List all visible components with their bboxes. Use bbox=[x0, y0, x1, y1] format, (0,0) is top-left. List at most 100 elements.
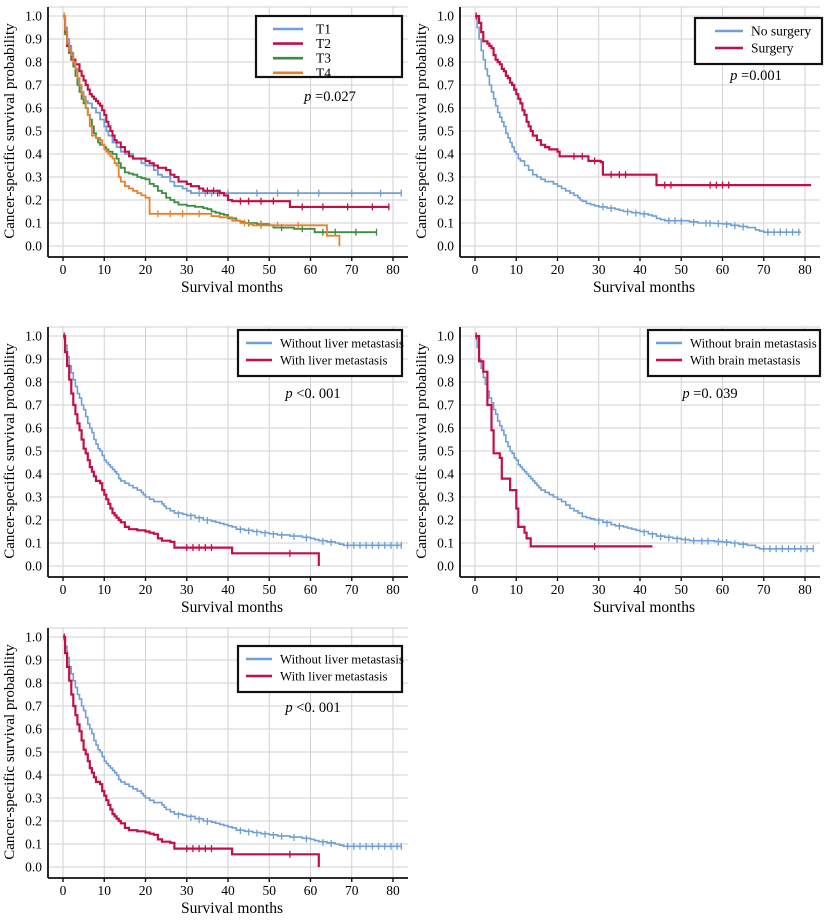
chart-brain-metastasis: 0 10 20 30 40 50 60 70 80 1.0 0.9 0.8 0.7 0.6 0.5 0.4 0.… bbox=[412, 300, 824, 620]
x-tick-label: 0 bbox=[60, 582, 67, 597]
legend-box bbox=[236, 328, 404, 378]
x-tick-label: 20 bbox=[551, 582, 565, 597]
empty-panel bbox=[412, 620, 824, 921]
x-tick-label: 40 bbox=[633, 262, 647, 277]
km-plot-brain-metastasis: 0 10 20 30 40 50 60 70 80 1.0 0.9 0.8 0.7 0.6 0.5 0.4 0.… bbox=[414, 326, 822, 616]
y-tick-label: 0.6 bbox=[25, 421, 42, 436]
y-tick-label: 0.4 bbox=[25, 147, 42, 162]
y-axis-title: Cancer-specific survival probability bbox=[414, 343, 430, 559]
y-tick-label: 0.0 bbox=[25, 559, 42, 574]
y-tick-label: 0.7 bbox=[25, 398, 42, 413]
x-tick-label: 10 bbox=[510, 262, 524, 277]
x-tick-label: 70 bbox=[345, 582, 359, 597]
y-tick-label: 0.8 bbox=[25, 676, 42, 691]
x-tick-label: 60 bbox=[304, 883, 318, 898]
legend-label: T4 bbox=[316, 65, 331, 80]
p-value-label: p =0. 039 bbox=[681, 386, 737, 402]
y-tick-label: 0.5 bbox=[25, 124, 42, 139]
y-tick-label: 0.2 bbox=[437, 513, 454, 528]
y-tick-label: 0.0 bbox=[25, 860, 42, 875]
y-tick-label: 0.3 bbox=[437, 170, 454, 185]
y-tick-label: 1.0 bbox=[437, 9, 454, 24]
x-tick-label: 10 bbox=[98, 582, 112, 597]
y-axis-title: Cancer-specific survival probability bbox=[2, 23, 18, 239]
y-tick-label: 0.5 bbox=[25, 444, 42, 459]
legend-box bbox=[693, 16, 824, 66]
x-tick-label: 80 bbox=[798, 262, 812, 277]
x-tick-label: 70 bbox=[345, 883, 359, 898]
x-tick-label: 70 bbox=[757, 582, 771, 597]
x-tick-label: 80 bbox=[386, 582, 400, 597]
x-tick-label: 40 bbox=[221, 582, 235, 597]
chart-t-stage: 0 10 20 30 40 50 60 70 80 1.0 0.9 0.8 0.7 0.6 0.5 0.4 0.… bbox=[0, 0, 412, 300]
series-line-with-liver-metastasis bbox=[63, 635, 320, 867]
x-axis-title: Survival months bbox=[593, 599, 695, 616]
y-tick-label: 0.1 bbox=[25, 216, 42, 231]
y-tick-label: 0.1 bbox=[437, 216, 454, 231]
x-tick-label: 20 bbox=[139, 883, 153, 898]
y-tick-label: 0.4 bbox=[25, 467, 42, 482]
y-tick-label: 0.7 bbox=[25, 699, 42, 714]
x-tick-label: 40 bbox=[633, 582, 647, 597]
y-tick-label: 0.3 bbox=[25, 791, 42, 806]
y-tick-label: 0.3 bbox=[25, 170, 42, 185]
y-tick-label: 0.8 bbox=[437, 55, 454, 70]
km-plot-t-stage: 0 10 20 30 40 50 60 70 80 1.0 0.9 0.8 0.7 0.6 0.5 0.4 0.… bbox=[2, 6, 408, 296]
legend-label: Without brain metastasis bbox=[690, 337, 817, 351]
y-tick-label: 0.2 bbox=[437, 193, 454, 208]
x-tick-label: 70 bbox=[345, 262, 359, 277]
y-tick-label: 0.6 bbox=[437, 421, 454, 436]
y-tick-label: 0.1 bbox=[437, 536, 454, 551]
y-axis-title: Cancer-specific survival probability bbox=[2, 343, 18, 559]
x-tick-label: 0 bbox=[60, 883, 67, 898]
km-plot-liver-metastasis-2: 0 10 20 30 40 50 60 70 80 1.0 0.9 0.8 0.7 0.6 0.5 0.4 0.… bbox=[2, 627, 408, 917]
chart-liver-metastasis: 0 10 20 30 40 50 60 70 80 1.0 0.9 0.8 0.7 0.6 0.5 0.4 0.… bbox=[0, 300, 412, 620]
x-tick-label: 30 bbox=[592, 262, 606, 277]
y-tick-label: 0.8 bbox=[25, 375, 42, 390]
y-tick-label: 0.5 bbox=[437, 444, 454, 459]
legend-label: T3 bbox=[316, 51, 331, 66]
y-tick-label: 0.8 bbox=[437, 375, 454, 390]
x-tick-label: 40 bbox=[221, 262, 235, 277]
legend-label: Without liver metastasis bbox=[280, 653, 404, 667]
x-tick-label: 60 bbox=[304, 582, 318, 597]
y-tick-label: 0.9 bbox=[25, 352, 42, 367]
y-tick-label: 1.0 bbox=[25, 9, 42, 24]
y-tick-label: 0.3 bbox=[25, 490, 42, 505]
y-tick-label: 0.8 bbox=[25, 55, 42, 70]
y-tick-label: 0.0 bbox=[25, 239, 42, 254]
series-line-with-brain-metastasis bbox=[475, 334, 653, 548]
x-axis-title: Survival months bbox=[593, 279, 695, 296]
x-axis-title: Survival months bbox=[181, 279, 283, 296]
x-tick-label: 70 bbox=[757, 262, 771, 277]
legend-box bbox=[254, 14, 404, 79]
x-tick-label: 10 bbox=[98, 262, 112, 277]
legend-label: With liver metastasis bbox=[280, 670, 388, 684]
x-axis-title: Survival months bbox=[181, 900, 283, 917]
y-tick-label: 0.2 bbox=[25, 193, 42, 208]
series-line-t2 bbox=[63, 14, 389, 208]
legend-box bbox=[646, 328, 822, 378]
y-tick-label: 1.0 bbox=[25, 630, 42, 645]
legend-label: Surgery bbox=[751, 41, 794, 56]
y-tick-label: 1.0 bbox=[437, 329, 454, 344]
legend-label: T2 bbox=[316, 36, 331, 51]
chart-liver-metastasis-2: 0 10 20 30 40 50 60 70 80 1.0 0.9 0.8 0.7 0.6 0.5 0.4 0.… bbox=[0, 620, 412, 921]
y-tick-label: 0.2 bbox=[25, 513, 42, 528]
x-tick-label: 80 bbox=[798, 582, 812, 597]
x-tick-label: 80 bbox=[386, 883, 400, 898]
y-tick-label: 0.7 bbox=[437, 78, 454, 93]
x-tick-label: 0 bbox=[472, 582, 479, 597]
y-tick-label: 0.7 bbox=[437, 398, 454, 413]
y-tick-label: 0.1 bbox=[25, 837, 42, 852]
x-tick-label: 20 bbox=[139, 262, 153, 277]
y-tick-label: 0.0 bbox=[437, 239, 454, 254]
legend-label: Without liver metastasis bbox=[280, 337, 404, 351]
x-tick-label: 20 bbox=[551, 262, 565, 277]
x-tick-label: 10 bbox=[98, 883, 112, 898]
legend-label: With brain metastasis bbox=[690, 354, 800, 368]
legend-label: With liver metastasis bbox=[280, 354, 388, 368]
km-plot-surgery: 0 10 20 30 40 50 60 70 80 1.0 0.9 0.8 0.7 0.6 0.5 0.4 0.… bbox=[414, 6, 824, 296]
y-tick-label: 0.9 bbox=[437, 352, 454, 367]
